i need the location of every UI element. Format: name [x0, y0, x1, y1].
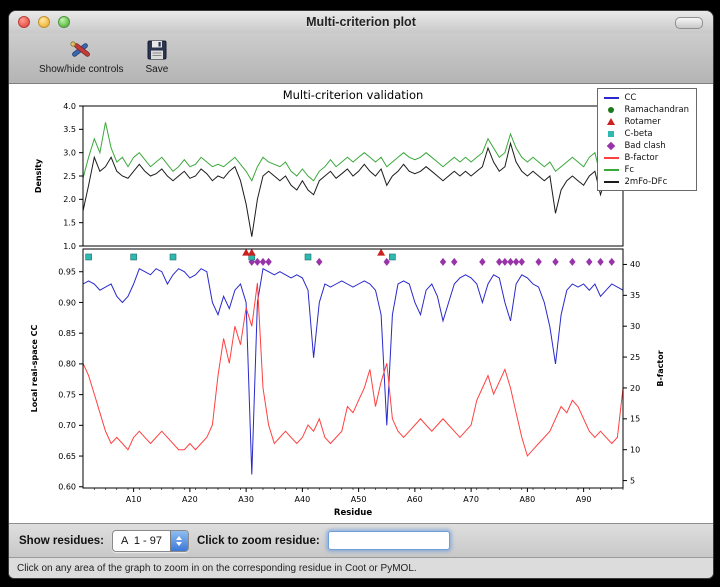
tool-label: Show/hide controls	[39, 64, 124, 75]
legend-item: 2mFo-DFc	[602, 176, 689, 187]
chain-range-value: A 1 - 97	[121, 534, 162, 547]
stepper-icon	[169, 530, 188, 551]
legend-label: Ramachandran	[624, 104, 689, 115]
tools-icon	[68, 37, 94, 63]
legend-label: Fc	[624, 164, 634, 175]
legend-label: C-beta	[624, 128, 653, 139]
status-text: Click on any area of the graph to zoom i…	[17, 562, 417, 574]
svg-text:25: 25	[630, 353, 640, 362]
svg-text:2.0: 2.0	[63, 195, 76, 204]
svg-text:Local real-space CC: Local real-space CC	[30, 325, 39, 413]
svg-text:0.90: 0.90	[58, 298, 76, 307]
svg-text:0.60: 0.60	[58, 483, 76, 492]
legend-item: C-beta	[602, 128, 689, 139]
plot-legend: CC Ramachandran Rotamer C-beta Bad clash B-fa…	[597, 88, 697, 191]
svg-text:20: 20	[630, 384, 640, 393]
svg-text:A30: A30	[238, 495, 254, 504]
tool-label: Save	[145, 64, 169, 75]
legend-line-icon	[602, 96, 620, 99]
legend-label: B-factor	[624, 152, 659, 163]
chain-range-select[interactable]: A 1 - 97	[112, 529, 189, 552]
svg-text:A90: A90	[576, 495, 592, 504]
legend-line-icon	[602, 168, 620, 171]
svg-text:1.5: 1.5	[63, 218, 76, 227]
toolbar-toggle-lozenge[interactable]	[675, 17, 703, 29]
svg-text:A60: A60	[407, 495, 423, 504]
legend-diamond-icon	[602, 141, 620, 150]
window-title: Multi-criterion plot	[306, 15, 416, 29]
svg-text:B-factor: B-factor	[656, 350, 665, 386]
legend-label: Rotamer	[624, 116, 661, 127]
svg-text:0.80: 0.80	[58, 360, 76, 369]
legend-label: CC	[624, 92, 637, 103]
status-bar: Click on any area of the graph to zoom i…	[9, 557, 713, 578]
save-button[interactable]: Save	[142, 36, 173, 76]
svg-text:Density: Density	[34, 158, 43, 193]
title-bar[interactable]: Multi-criterion plot	[9, 11, 713, 33]
svg-text:A80: A80	[520, 495, 536, 504]
legend-line-icon	[602, 180, 620, 183]
svg-text:Residue: Residue	[334, 508, 372, 518]
svg-text:15: 15	[630, 415, 640, 424]
save-icon	[146, 37, 168, 63]
svg-text:0.70: 0.70	[58, 421, 76, 430]
legend-label: Bad clash	[624, 140, 666, 151]
svg-text:10: 10	[630, 446, 640, 455]
legend-item: Bad clash	[602, 140, 689, 151]
app-window: Multi-criterion plot Show/hide controls	[8, 10, 714, 579]
zoom-window-button[interactable]	[58, 16, 70, 28]
svg-text:A40: A40	[295, 495, 311, 504]
svg-text:0.75: 0.75	[58, 390, 76, 399]
legend-item: B-factor	[602, 152, 689, 163]
svg-text:3.0: 3.0	[63, 148, 76, 157]
legend-triangle-icon	[602, 118, 620, 125]
controls-bar: Show residues: A 1 - 97 Click to zoom re…	[9, 523, 713, 557]
legend-item: Ramachandran	[602, 104, 689, 115]
svg-text:A10: A10	[126, 495, 142, 504]
toolbar: Show/hide controls Save	[9, 33, 713, 84]
svg-text:0.85: 0.85	[58, 329, 76, 338]
legend-item: CC	[602, 92, 689, 103]
svg-text:Multi-criterion validation: Multi-criterion validation	[283, 88, 424, 102]
svg-text:A50: A50	[351, 495, 367, 504]
svg-text:35: 35	[630, 291, 640, 300]
plot-area[interactable]: 1.0 1.5 2.0 2.5 3.0 3.5 4.0 0.60 0.65 0.70 0.75 0.8…	[9, 84, 713, 523]
legend-label: 2mFo-DFc	[624, 176, 668, 187]
multi-criterion-chart[interactable]: 1.0 1.5 2.0 2.5 3.0 3.5 4.0 0.60 0.65 0.70 0.75 0.8…	[11, 86, 711, 518]
zoom-residue-input[interactable]	[327, 531, 450, 550]
svg-text:30: 30	[630, 322, 640, 331]
svg-text:0.65: 0.65	[58, 452, 76, 461]
svg-text:5: 5	[630, 476, 635, 485]
svg-text:A70: A70	[463, 495, 479, 504]
legend-circle-icon	[602, 106, 620, 113]
show-hide-controls-button[interactable]: Show/hide controls	[35, 36, 128, 76]
traffic-lights	[18, 16, 70, 28]
legend-line-icon	[602, 156, 620, 159]
svg-text:1.0: 1.0	[63, 242, 76, 251]
show-residues-label: Show residues:	[19, 534, 104, 547]
legend-item: Rotamer	[602, 116, 689, 127]
svg-text:3.5: 3.5	[63, 125, 76, 134]
svg-text:0.95: 0.95	[58, 268, 76, 277]
svg-text:40: 40	[630, 260, 640, 269]
close-button[interactable]	[18, 16, 30, 28]
minimize-button[interactable]	[38, 16, 50, 28]
svg-text:2.5: 2.5	[63, 172, 76, 181]
zoom-residue-label: Click to zoom residue:	[196, 534, 320, 547]
svg-text:A20: A20	[182, 495, 198, 504]
legend-item: Fc	[602, 164, 689, 175]
legend-square-icon	[602, 130, 620, 137]
svg-text:4.0: 4.0	[63, 102, 76, 111]
